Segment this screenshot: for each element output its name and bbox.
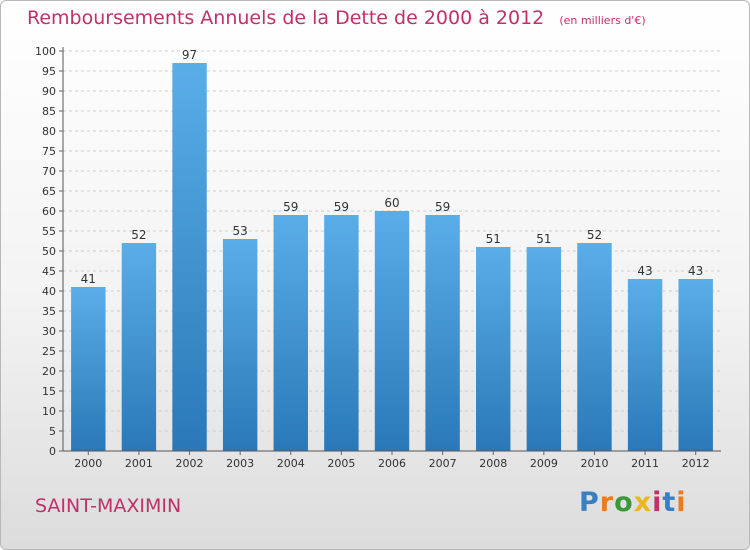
commune-name: SAINT-MAXIMIN (35, 495, 182, 517)
bar-2006 (374, 211, 410, 451)
x-tick-label: 2008 (479, 457, 507, 470)
x-tick-label: 2001 (125, 457, 153, 470)
bar-value-label: 52 (131, 228, 146, 242)
y-tick-label: 80 (42, 125, 56, 138)
y-tick-label: 55 (42, 225, 56, 238)
bar-2008 (476, 247, 511, 451)
y-tick-label: 85 (42, 105, 56, 118)
bar-value-label: 43 (637, 264, 652, 278)
logo-letter: r (599, 487, 615, 518)
x-tick-label: 2009 (530, 457, 558, 470)
x-tick-label: 2006 (378, 457, 406, 470)
bar-2004 (273, 215, 308, 451)
x-tick-label: 2004 (277, 457, 305, 470)
logo-letter: P (579, 487, 600, 518)
y-tick-label: 75 (42, 145, 56, 158)
logo-letter: x (633, 487, 653, 518)
bar-value-label: 51 (536, 232, 551, 246)
y-tick-label: 45 (42, 265, 56, 278)
bar-2005 (324, 215, 359, 451)
x-tick-label: 2000 (74, 457, 102, 470)
bar-value-label: 52 (587, 228, 602, 242)
y-tick-label: 15 (42, 385, 56, 398)
chart-title-text: Remboursements Annuels de la Dette de 20… (27, 7, 545, 29)
x-tick-label: 2003 (226, 457, 254, 470)
logo-letter: i (652, 487, 663, 518)
bar-value-label: 51 (486, 232, 501, 246)
bar-2000 (71, 287, 106, 451)
logo-letter: o (614, 487, 634, 518)
bar-value-label: 59 (334, 200, 349, 214)
y-tick-label: 30 (42, 325, 56, 338)
x-tick-label: 2012 (682, 457, 710, 470)
y-tick-label: 100 (35, 45, 56, 58)
y-tick-label: 70 (42, 165, 56, 178)
y-tick-label: 65 (42, 185, 56, 198)
bar-2011 (627, 279, 663, 451)
bar-2003 (222, 239, 258, 451)
y-tick-label: 25 (42, 345, 56, 358)
bar-2012 (678, 279, 713, 451)
bar-value-label: 60 (384, 196, 399, 210)
bar-2009 (526, 247, 562, 451)
bar-value-label: 59 (435, 200, 450, 214)
y-tick-label: 10 (42, 405, 56, 418)
y-tick-label: 35 (42, 305, 56, 318)
y-tick-label: 40 (42, 285, 56, 298)
chart-title: Remboursements Annuels de la Dette de 20… (27, 7, 646, 29)
x-tick-label: 2011 (631, 457, 659, 470)
bar-value-label: 97 (182, 48, 197, 62)
bar-value-label: 41 (81, 272, 96, 286)
y-tick-label: 60 (42, 205, 56, 218)
y-tick-label: 90 (42, 85, 56, 98)
y-tick-label: 0 (49, 445, 56, 458)
bar-value-label: 59 (283, 200, 298, 214)
bar-value-label: 43 (688, 264, 703, 278)
proxiti-logo[interactable]: Proxiti (579, 487, 687, 518)
x-tick-label: 2002 (176, 457, 204, 470)
y-tick-label: 20 (42, 365, 56, 378)
bar-2001 (121, 243, 157, 451)
bar-value-label: 53 (233, 224, 248, 238)
x-tick-label: 2010 (580, 457, 608, 470)
logo-letter: i (676, 487, 687, 518)
chart-unit-note: (en milliers d'€) (559, 14, 646, 27)
y-tick-label: 5 (49, 425, 56, 438)
logo-letter: t (662, 487, 677, 518)
x-tick-label: 2007 (429, 457, 457, 470)
bar-2007 (425, 215, 460, 451)
bar-2002 (172, 63, 207, 451)
x-tick-label: 2005 (327, 457, 355, 470)
y-tick-label: 95 (42, 65, 56, 78)
y-tick-label: 50 (42, 245, 56, 258)
bar-2010 (577, 243, 612, 451)
